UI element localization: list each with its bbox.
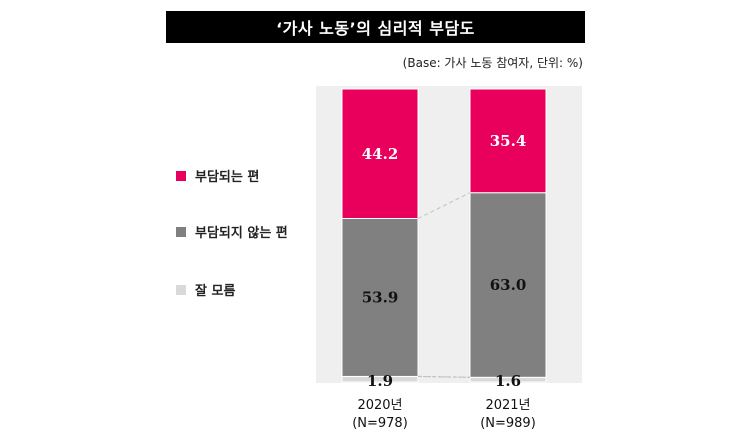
legend-item-unknown: 잘 모름 [176, 280, 235, 299]
legend-item-burden: 부담되는 편 [176, 166, 259, 185]
legend-label-no-burden: 부담되지 않는 편 [195, 226, 288, 241]
data-label: 53.9 [362, 288, 399, 306]
chart-title: ‘가사 노동’의 심리적 부담도 [166, 11, 585, 43]
category-year-label: 2021년 [485, 398, 530, 413]
data-label: 63.0 [490, 276, 527, 294]
category-n-label: (N=978) [352, 416, 408, 431]
connector-line [417, 192, 471, 220]
legend-label-burden: 부담되는 편 [195, 170, 260, 185]
data-label: 35.4 [490, 132, 527, 150]
bar-segment [341, 218, 419, 377]
chart-subtitle: (Base: 가사 노동 참여자, 단위: %) [402, 56, 583, 70]
data-label: 1.9 [367, 372, 393, 390]
legend-swatch-no-burden [176, 226, 186, 237]
bar-segment [341, 88, 419, 220]
data-label: 1.6 [495, 372, 521, 390]
category-year-label: 2020년 [357, 398, 402, 413]
bar-segment [469, 192, 547, 378]
bar-segment [469, 88, 547, 194]
legend-label-unknown: 잘 모름 [195, 284, 236, 299]
legend-swatch-unknown [176, 284, 186, 295]
category-n-label: (N=989) [480, 416, 536, 431]
connector-line [417, 375, 471, 378]
legend-item-no-burden: 부담되지 않는 편 [176, 222, 288, 241]
data-label: 44.2 [362, 145, 399, 163]
legend-swatch-burden [176, 170, 186, 181]
connector-line [417, 375, 471, 378]
